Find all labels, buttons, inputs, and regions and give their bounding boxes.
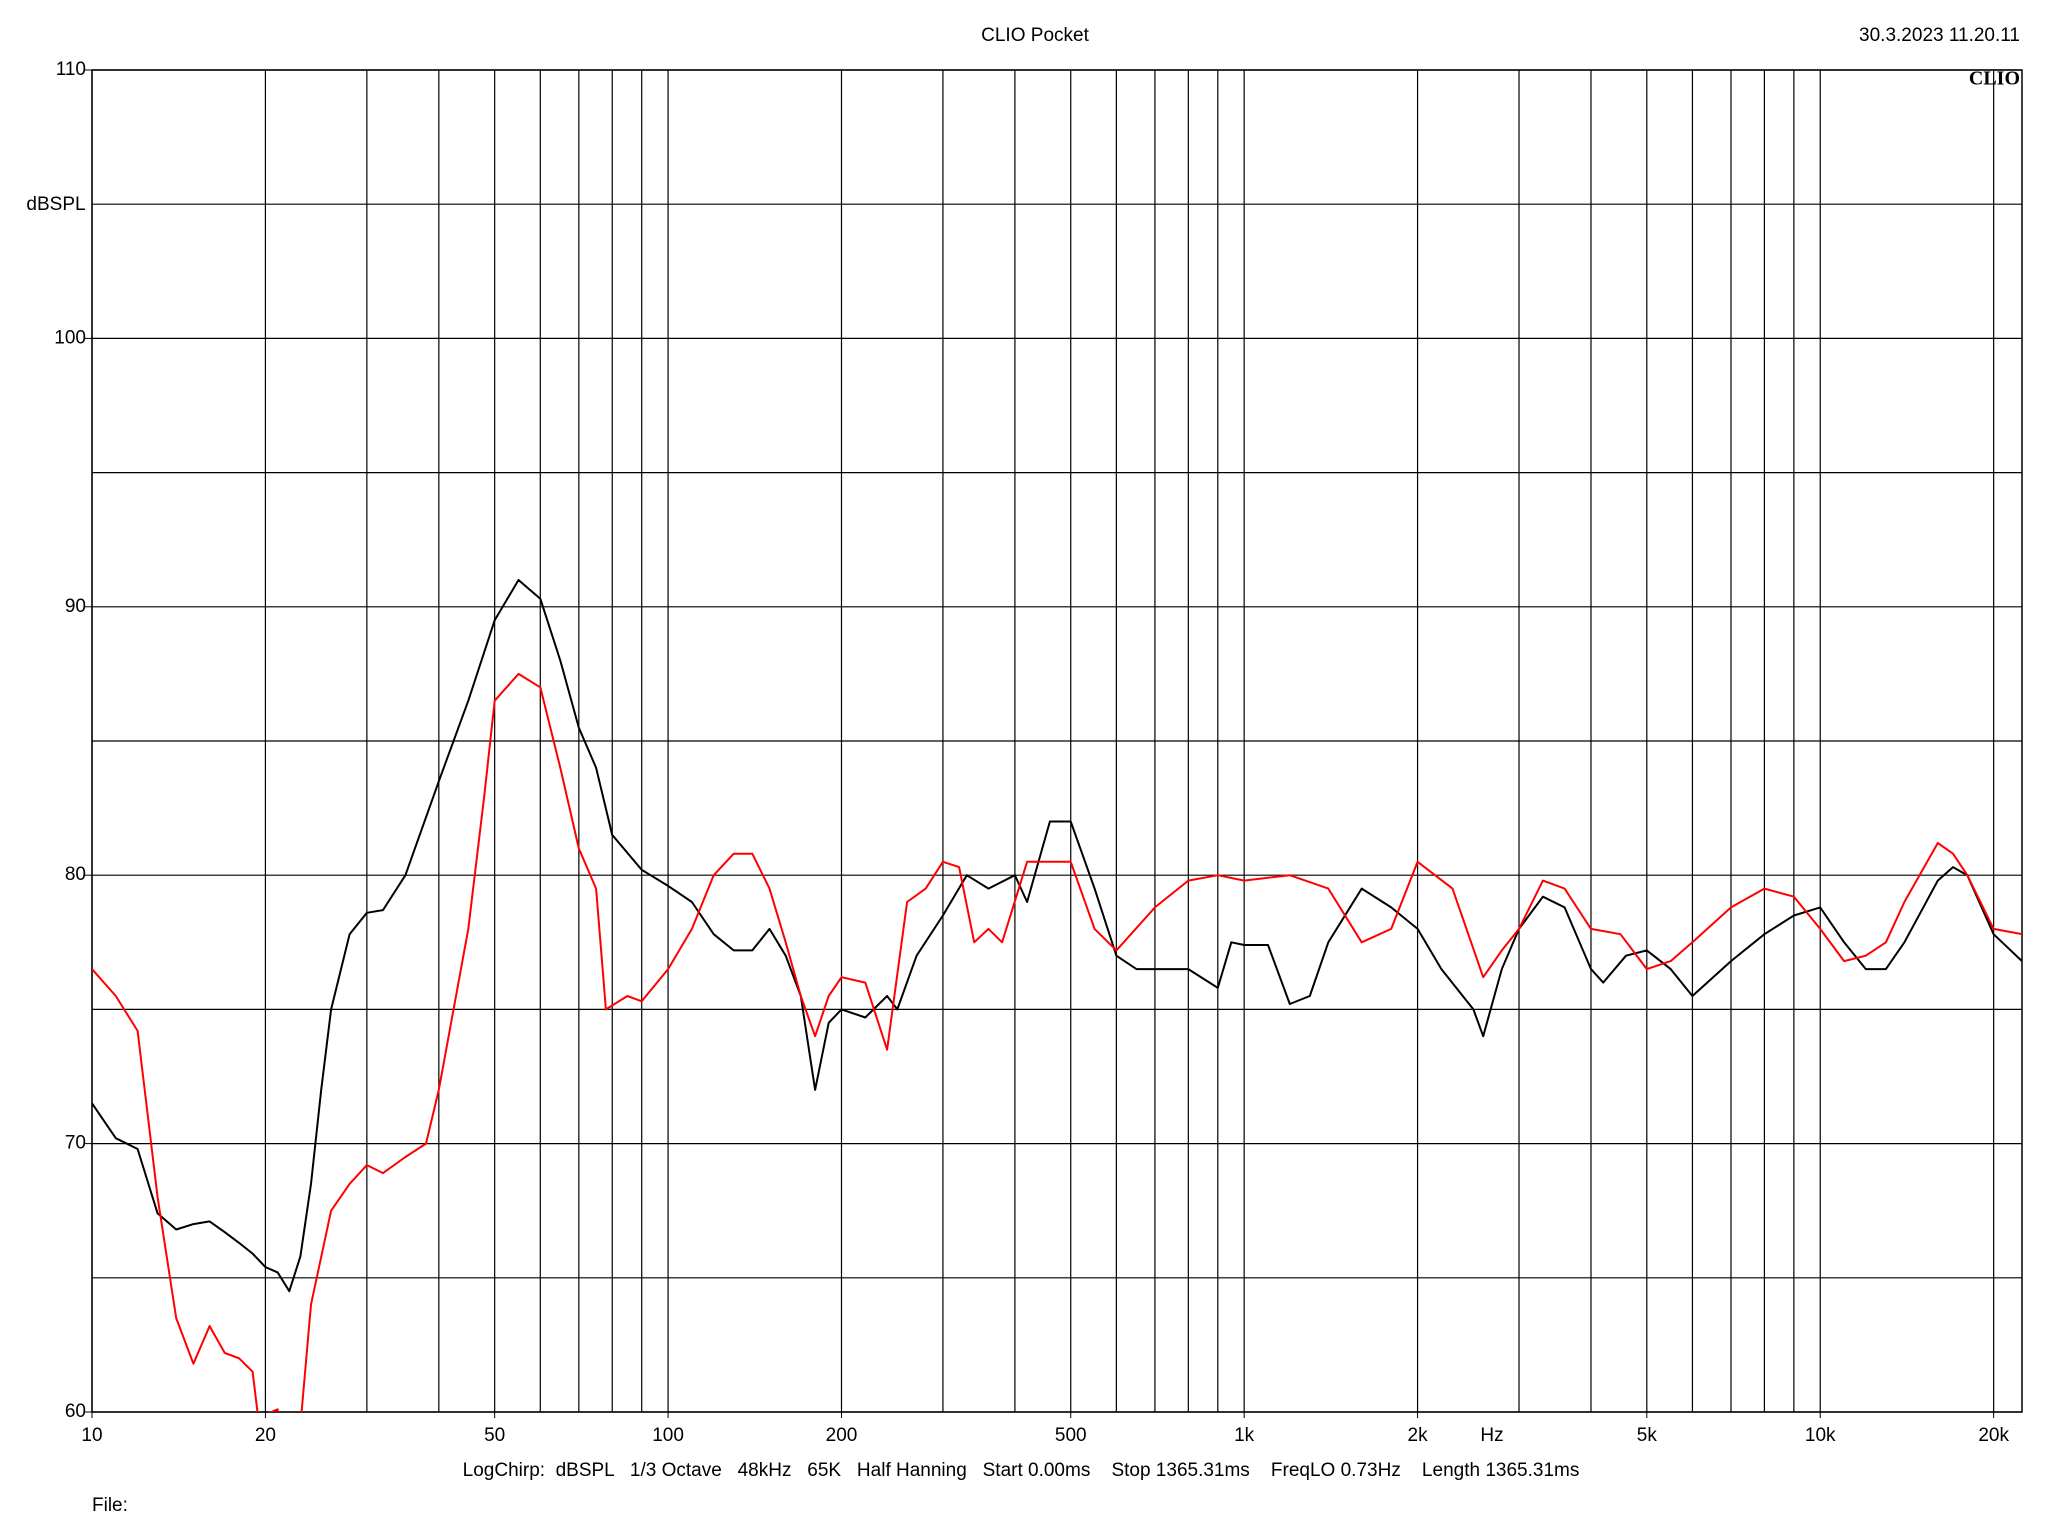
x-tick-label: 10 xyxy=(81,1425,102,1446)
y-tick-label: 110 xyxy=(56,59,86,80)
chart-title: CLIO Pocket xyxy=(981,25,1089,46)
data-line xyxy=(92,672,2022,1412)
x-tick-label: 50 xyxy=(484,1425,505,1446)
x-tick-label: 20 xyxy=(255,1425,276,1446)
y-axis-label: dBSPL xyxy=(26,194,85,215)
y-tick-label: 70 xyxy=(65,1133,86,1154)
data-line xyxy=(92,579,2022,1293)
x-tick-label: 2k xyxy=(1408,1425,1429,1446)
x-tick-label: 200 xyxy=(826,1425,858,1446)
y-tick-label: 80 xyxy=(65,864,86,885)
x-axis-label: Hz xyxy=(1480,1425,1503,1446)
x-tick-label: 20k xyxy=(1978,1425,2009,1446)
plot-area xyxy=(92,579,2022,1412)
y-tick-label: 100 xyxy=(54,327,86,348)
x-tick-label: 100 xyxy=(652,1425,684,1446)
file-label: File: xyxy=(92,1495,128,1516)
footer: LogChirp: dBSPL 1/3 Octave 48kHz 65K Hal… xyxy=(463,1460,1580,1481)
logo: CLIO xyxy=(1969,68,2020,90)
y-tick-label: 90 xyxy=(65,596,86,617)
timestamp: 30.3.2023 11.20.11 xyxy=(1859,25,2020,46)
x-tick-label: 1k xyxy=(1234,1425,1255,1446)
x-tick-label: 5k xyxy=(1637,1425,1658,1446)
x-tick-label: 10k xyxy=(1805,1425,1836,1446)
x-tick-label: 500 xyxy=(1055,1425,1087,1446)
y-tick-label: 60 xyxy=(65,1401,86,1422)
plot-frame xyxy=(91,69,2023,1413)
